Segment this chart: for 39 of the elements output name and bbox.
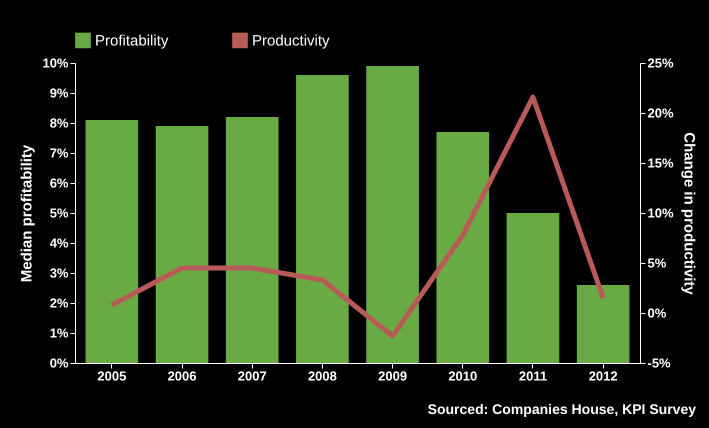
y-tick-label: 4% bbox=[50, 236, 69, 250]
x-tick-label: 2012 bbox=[588, 368, 618, 384]
x-tick-label: 2009 bbox=[378, 368, 408, 384]
bar bbox=[436, 132, 490, 363]
bar bbox=[156, 126, 208, 363]
y-tick-label: 0% bbox=[50, 356, 69, 370]
y-axis-title: Median profitability bbox=[18, 144, 36, 282]
y-tick-label: 5% bbox=[50, 206, 69, 220]
y2-axis-title: Change in productivity bbox=[680, 132, 698, 296]
bar bbox=[296, 75, 349, 363]
y2-tick-label: 10% bbox=[648, 206, 674, 220]
y-tick-label: 8% bbox=[50, 116, 69, 130]
y-tick-label: 1% bbox=[50, 326, 69, 340]
bar bbox=[226, 117, 279, 363]
y-tick-label: 9% bbox=[50, 86, 69, 100]
y2-tick-label: 15% bbox=[648, 156, 674, 170]
y2-tick-label: -5% bbox=[648, 356, 672, 370]
y-tick-label: 10% bbox=[42, 56, 69, 70]
x-tick-label: 2005 bbox=[97, 368, 126, 384]
bar bbox=[576, 285, 630, 363]
x-tick-label: 2008 bbox=[308, 368, 337, 384]
legend-label: Productivity bbox=[252, 32, 330, 50]
bar bbox=[506, 213, 560, 363]
y2-tick-label: 25% bbox=[648, 56, 674, 70]
y2-tick-label: 20% bbox=[648, 106, 674, 120]
x-tick-label: 2006 bbox=[168, 368, 196, 384]
bar bbox=[366, 66, 419, 363]
y-tick-label: 6% bbox=[50, 176, 69, 190]
bar bbox=[86, 120, 138, 363]
x-tick-label: 2011 bbox=[518, 368, 548, 384]
y-tick-label: 2% bbox=[50, 296, 69, 310]
y2-tick-label: 0% bbox=[648, 306, 667, 320]
y-tick-label: 7% bbox=[50, 146, 69, 160]
text: Sourced: Companies House, KPI Survey bbox=[428, 401, 696, 417]
y-tick-label: 3% bbox=[50, 266, 69, 280]
x-tick-label: 2007 bbox=[238, 368, 267, 384]
x-tick-label: 2010 bbox=[448, 368, 478, 384]
y2-tick-label: 5% bbox=[648, 256, 667, 270]
legend-label: Profitability bbox=[95, 32, 169, 50]
